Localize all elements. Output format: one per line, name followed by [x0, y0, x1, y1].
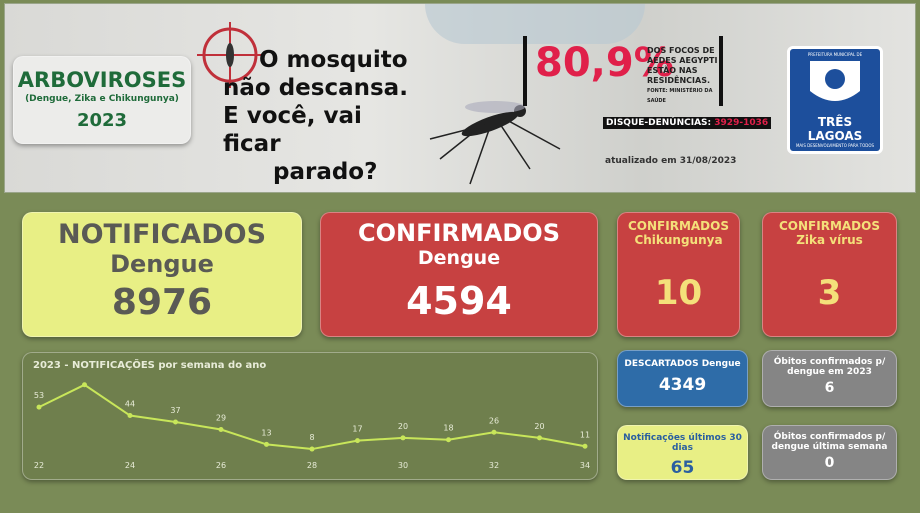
card-value: 10	[654, 273, 703, 313]
data-label: 8	[309, 433, 314, 442]
year: 2023	[76, 110, 128, 131]
data-label: 11	[580, 430, 590, 439]
logo-crest	[810, 61, 860, 101]
card-title: CONFIRMADOS	[628, 219, 729, 233]
card-confirmados-dengue: CONFIRMADOS Dengue 4594	[320, 212, 598, 337]
point	[127, 413, 133, 419]
point	[36, 404, 42, 410]
slogan-line: parado?	[273, 159, 378, 185]
card-title: CONFIRMADOS	[358, 219, 560, 247]
title: ARBOVIROSES	[17, 68, 187, 92]
card-descartados: DESCARTADOS Dengue 4349	[617, 350, 748, 407]
card-title: CONFIRMADOS	[779, 219, 880, 233]
point	[173, 419, 178, 425]
card-obitos-ano: Óbitos confirmados p/ dengue em 2023 6	[762, 350, 897, 407]
card-value: 3	[817, 273, 842, 313]
card-value: 0	[824, 455, 835, 471]
data-label: 37	[170, 406, 180, 415]
stat-line: AEDES AEGYPTI	[647, 56, 718, 65]
card-subtitle: Dengue	[110, 250, 214, 278]
data-label: 20	[398, 422, 408, 431]
stat-line: ESTÃO NAS	[647, 66, 698, 75]
point	[582, 443, 588, 449]
hotline: DISQUE-DENÚNCIAS: 3929-1036	[603, 117, 772, 129]
updated: atualizado em 31/08/2023	[605, 156, 737, 166]
data-label: 29	[216, 413, 226, 422]
stat-line: DOS FOCOS DE	[647, 46, 715, 55]
stat-box: 80,9% DOS FOCOS DE AEDES AEGYPTI ESTÃO N…	[523, 36, 723, 106]
card-value: 65	[670, 458, 695, 478]
banner-decoration	[425, 4, 645, 44]
point	[491, 429, 497, 435]
card-subtitle: Dengue	[417, 247, 501, 269]
data-label: 44	[125, 400, 135, 409]
card-title: NOTIFICADOS	[57, 219, 267, 250]
card-value: 4594	[406, 279, 512, 323]
card-obitos-semana: Óbitos confirmados p/ dengue última sema…	[762, 425, 897, 480]
stat-value: 80,9%	[535, 40, 674, 86]
target-icon	[197, 22, 263, 88]
card-title: Óbitos confirmados p/	[773, 432, 886, 442]
data-label: 18	[443, 424, 453, 433]
x-tick-label: 32	[489, 461, 499, 470]
card-title: Notificações últimos 30 dias	[623, 433, 742, 453]
card-confirmados-zika: CONFIRMADOS Zika vírus 3	[762, 212, 897, 337]
logo-tagline: MAIS DESENVOLVIMENTO PARA TODOS	[795, 143, 875, 148]
chart-card: 2023 - NOTIFICAÇÕES por semana do ano 22…	[22, 352, 598, 480]
card-notif-30: Notificações últimos 30 dias 65	[617, 425, 748, 480]
point	[400, 435, 406, 441]
card-confirmados-chik: CONFIRMADOS Chikungunya 10	[617, 212, 740, 337]
data-label: 26	[489, 416, 499, 425]
stat-source: FONTE: MINISTÉRIO DA SAÚDE	[647, 88, 713, 104]
logo-name: TRÊS LAGOAS	[807, 115, 863, 143]
hotline-label: DISQUE-DENÚNCIAS:	[606, 118, 712, 128]
hotline-number: 3929-1036	[714, 118, 769, 128]
card-subtitle: Chikungunya	[634, 233, 723, 247]
chart: 2023 - NOTIFICAÇÕES por semana do ano 22…	[33, 358, 590, 470]
x-tick-label: 22	[34, 461, 44, 470]
point	[355, 438, 360, 444]
card-value: 8976	[111, 282, 213, 323]
card-title: dengue em 2023	[787, 367, 872, 377]
card-value: 4349	[658, 375, 707, 395]
data-label: 20	[534, 422, 544, 431]
logo: PREFEITURA MUNICIPAL DE TRÊS LAGOAS MAIS…	[787, 46, 883, 154]
card-notificados: NOTIFICADOS Dengue 8976	[22, 212, 302, 337]
slogan-line: O mosquito	[259, 47, 408, 73]
x-tick-label: 30	[398, 461, 408, 470]
x-tick-label: 26	[216, 461, 226, 470]
data-label: 53	[34, 391, 44, 400]
card-value: 6	[824, 380, 835, 396]
title-box: ARBOVIROSES (Dengue, Zika e Chikungunya)…	[13, 56, 191, 144]
point	[446, 437, 451, 443]
card-title: Óbitos confirmados p/	[773, 357, 886, 367]
data-label: 13	[261, 428, 271, 437]
stat-line: RESIDÊNCIAS.	[647, 76, 711, 85]
slogan-line: E você, vai ficar	[223, 103, 362, 157]
slogan-line: não descansa.	[223, 75, 408, 101]
point	[218, 426, 224, 432]
x-tick-label: 24	[125, 461, 135, 470]
point	[537, 435, 542, 441]
card-subtitle: Zika vírus	[796, 233, 863, 247]
logo-top: PREFEITURA MUNICIPAL DE	[807, 52, 863, 57]
card-title: DESCARTADOS Dengue	[624, 359, 741, 369]
point	[264, 441, 269, 447]
card-title: dengue última semana	[771, 442, 888, 452]
chart-title: 2023 - NOTIFICAÇÕES por semana do ano	[33, 358, 266, 371]
x-tick-label: 34	[580, 461, 590, 470]
data-label: 17	[352, 425, 362, 434]
point	[309, 446, 315, 452]
banner: ARBOVIROSES (Dengue, Zika e Chikungunya)…	[4, 3, 916, 193]
stat-text: DOS FOCOS DE AEDES AEGYPTI ESTÃO NAS RES…	[647, 46, 719, 106]
mosquito	[429, 101, 561, 185]
slogan: O mosquito não descansa. E você, vai fic…	[223, 46, 423, 186]
x-tick-label: 28	[307, 461, 317, 470]
subtitle: (Dengue, Zika e Chikungunya)	[25, 94, 179, 104]
point	[82, 382, 87, 388]
